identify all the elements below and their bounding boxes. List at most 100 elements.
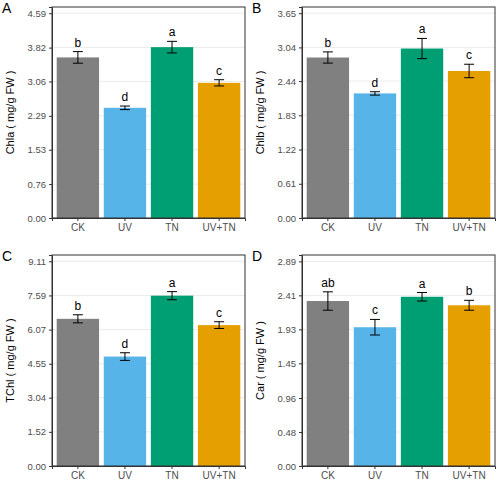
y-tick-label: 1.22 <box>278 144 297 155</box>
y-tick: 0.00 <box>278 213 303 224</box>
annotation: d <box>122 337 129 351</box>
error-bar-path <box>73 315 83 323</box>
annotation: c <box>216 64 222 78</box>
y-tick: 3.65 <box>278 8 303 19</box>
x-tick-label: UV <box>368 222 382 233</box>
grid <box>302 13 495 218</box>
y-tick: 0.00 <box>28 213 53 224</box>
x-tick: CK <box>321 466 335 481</box>
y-tick: 2.29 <box>28 110 53 121</box>
grid-line <box>302 261 495 262</box>
x-tick-label: UV+TN <box>453 222 486 233</box>
annotation: c <box>466 48 472 62</box>
y-tick-label: 0.00 <box>278 213 297 224</box>
x-tick-label: UV <box>118 470 132 481</box>
marks <box>307 292 491 466</box>
bar <box>401 297 443 466</box>
y-axis: 0.00 1.52 3.04 4.55 6.07 7.59 9.11 <box>28 256 53 472</box>
y-tick: 0.61 <box>278 178 303 189</box>
error-bar <box>214 322 224 329</box>
bar <box>448 71 490 218</box>
annotation: b <box>75 299 82 313</box>
y-tick-label: 0.00 <box>28 461 47 472</box>
y-tick-label: 3.04 <box>28 392 47 403</box>
y-tick-label: 4.55 <box>28 358 47 369</box>
x-tick: CK <box>71 466 85 481</box>
bar <box>57 319 99 466</box>
error-bar <box>370 319 380 335</box>
x-tick-label: CK <box>321 222 335 233</box>
y-tick: 1.93 <box>278 324 303 335</box>
y-axis-title: Car ( mg/g FW ) <box>254 321 266 400</box>
error-bar <box>120 106 130 110</box>
grid <box>52 261 245 466</box>
y-tick-label: 1.53 <box>28 144 47 155</box>
y-tick-label: 0.48 <box>278 427 297 438</box>
x-tick: UV+TN <box>453 466 486 481</box>
y-axis: 0.000.480.961.451.932.412.89 <box>278 256 303 472</box>
bar <box>57 57 99 218</box>
y-tick-label: 9.11 <box>28 256 46 267</box>
grid-line <box>52 261 245 262</box>
y-tick: 1.45 <box>278 358 303 369</box>
x-tick: TN <box>415 466 428 481</box>
y-tick: 0.96 <box>278 393 303 404</box>
error-bar-path <box>464 64 474 77</box>
annotation: c <box>372 303 378 317</box>
y-tick-label: 3.04 <box>278 42 297 53</box>
x-tick: CK <box>321 218 335 233</box>
annotation: d <box>122 90 129 104</box>
error-bar <box>73 315 83 323</box>
annotation: b <box>325 36 332 50</box>
y-axis-title: TChl ( mg/g FW ) <box>4 318 16 402</box>
y-axis-title: Chlb ( mg/g FW ) <box>254 71 266 155</box>
grid-line <box>302 13 495 14</box>
annotation: b <box>75 36 82 50</box>
bar <box>104 357 146 466</box>
panel-label: D <box>252 248 262 264</box>
plot-background <box>302 255 495 466</box>
bar <box>198 325 240 466</box>
x-axis-line <box>53 467 246 470</box>
annotation: a <box>419 277 426 291</box>
grid-line <box>52 295 245 296</box>
y-tick-label: 6.07 <box>28 324 47 335</box>
x-tick-label: UV <box>118 222 132 233</box>
y-tick-label: 1.93 <box>278 324 297 335</box>
error-bar <box>323 292 333 310</box>
x-tick: UV <box>368 466 382 481</box>
y-tick: 7.59 <box>28 290 53 301</box>
panel-label: B <box>252 0 261 16</box>
x-tick: UV+TN <box>203 466 236 481</box>
plot-frame <box>52 7 245 218</box>
grid <box>302 261 495 466</box>
x-tick-label: TN <box>415 470 428 481</box>
plot-frame <box>52 255 245 466</box>
x-tick-label: TN <box>165 470 178 481</box>
annotations: abcab <box>321 276 473 318</box>
y-tick: 1.83 <box>278 110 303 121</box>
bar <box>401 49 443 218</box>
x-tick-label: CK <box>321 470 335 481</box>
bar <box>354 93 396 218</box>
y-tick: 1.52 <box>28 426 53 437</box>
error-bar <box>214 80 224 86</box>
marks <box>57 292 241 466</box>
y-tick-label: 3.06 <box>28 76 47 87</box>
x-tick-label: UV <box>368 470 382 481</box>
error-bar <box>120 353 130 361</box>
y-tick: 1.53 <box>28 144 53 155</box>
marks <box>307 38 491 218</box>
error-bar <box>323 52 333 63</box>
error-bar-path <box>417 38 427 58</box>
error-bar-path <box>120 353 130 361</box>
x-tick-label: TN <box>165 222 178 233</box>
y-tick: 6.07 <box>28 324 53 335</box>
y-tick: 0.76 <box>28 179 53 190</box>
error-bar-path <box>464 300 474 310</box>
y-tick-label: 0.00 <box>278 461 297 472</box>
y-tick-label: 3.82 <box>28 42 47 53</box>
y-tick: 0.00 <box>278 461 303 472</box>
bar <box>198 83 240 218</box>
grid-line <box>52 13 245 14</box>
